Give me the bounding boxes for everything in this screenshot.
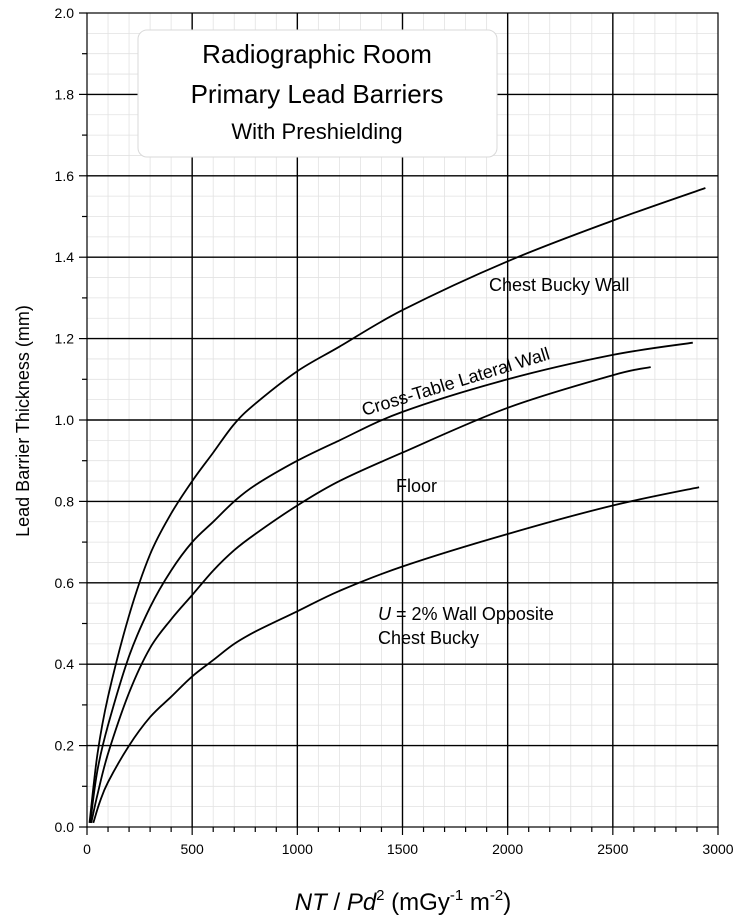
y-tick-label: 0.2 bbox=[55, 738, 75, 754]
x-tick-label: 1500 bbox=[387, 841, 418, 857]
label-cross-table-lateral-wall: Cross-Table Lateral Wall bbox=[359, 344, 552, 420]
y-tick-label: 1.0 bbox=[55, 412, 75, 428]
y-tick-label: 1.6 bbox=[55, 168, 75, 184]
x-title-nt: NT bbox=[295, 889, 329, 916]
x-title-units-open: (mGy bbox=[385, 889, 450, 916]
x-tick-label: 1000 bbox=[282, 841, 313, 857]
label-u-italic: U bbox=[378, 604, 392, 624]
x-title-units-exp1: -1 bbox=[450, 887, 463, 904]
chart-title-line2: Primary Lead Barriers bbox=[191, 79, 444, 109]
y-axis-title: Lead Barrier Thickness (mm) bbox=[13, 305, 33, 537]
curve-series-4 bbox=[92, 486, 700, 824]
y-tick-label: 0.4 bbox=[55, 656, 75, 672]
y-tick-label: 1.8 bbox=[55, 86, 75, 102]
x-tick-label: 500 bbox=[180, 841, 204, 857]
x-title-pd: Pd bbox=[347, 889, 377, 916]
label-chest-bucky-wall: Chest Bucky Wall bbox=[489, 275, 629, 295]
label-u-wall-opposite: U = 2% Wall Opposite bbox=[378, 604, 554, 624]
chart-title-line1: Radiographic Room bbox=[202, 39, 432, 69]
x-title-sep: / bbox=[327, 889, 347, 916]
label-u-rest: = 2% Wall Opposite bbox=[391, 604, 554, 624]
label-chest-bucky: Chest Bucky bbox=[378, 628, 479, 648]
x-axis-title: NT / Pd2 (mGy-1 m-2) bbox=[295, 887, 511, 916]
x-title-units-mid: m bbox=[463, 889, 490, 916]
label-floor: Floor bbox=[396, 476, 437, 496]
curves bbox=[88, 187, 706, 824]
x-tick-label: 3000 bbox=[702, 841, 733, 857]
chart-subtitle: With Preshielding bbox=[231, 119, 402, 144]
x-title-pd-exp: 2 bbox=[376, 887, 384, 904]
y-tick-labels: 0.0 0.2 0.4 0.6 0.8 1.0 1.2 1.4 1.6 1.8 2.0 bbox=[55, 5, 75, 835]
y-tick-label: 1.4 bbox=[55, 249, 75, 265]
axis-ticks bbox=[79, 12, 719, 835]
x-tick-label: 0 bbox=[83, 841, 91, 857]
curve-series-2 bbox=[89, 341, 693, 824]
curve-series-3 bbox=[90, 366, 651, 824]
y-tick-label: 2.0 bbox=[55, 5, 75, 21]
title-box bbox=[137, 29, 498, 158]
y-tick-label: 0.6 bbox=[55, 575, 75, 591]
x-title-units-close: ) bbox=[503, 889, 511, 916]
x-title-units-exp2: -2 bbox=[490, 887, 503, 904]
y-tick-label: 0.0 bbox=[55, 819, 75, 835]
y-tick-label: 0.8 bbox=[55, 493, 75, 509]
x-tick-labels: 0 500 1000 1500 2000 2500 3000 bbox=[83, 841, 734, 857]
x-tick-label: 2500 bbox=[597, 841, 628, 857]
x-tick-label: 2000 bbox=[492, 841, 523, 857]
curve-series-1 bbox=[88, 187, 706, 824]
y-tick-label: 1.2 bbox=[55, 331, 75, 347]
